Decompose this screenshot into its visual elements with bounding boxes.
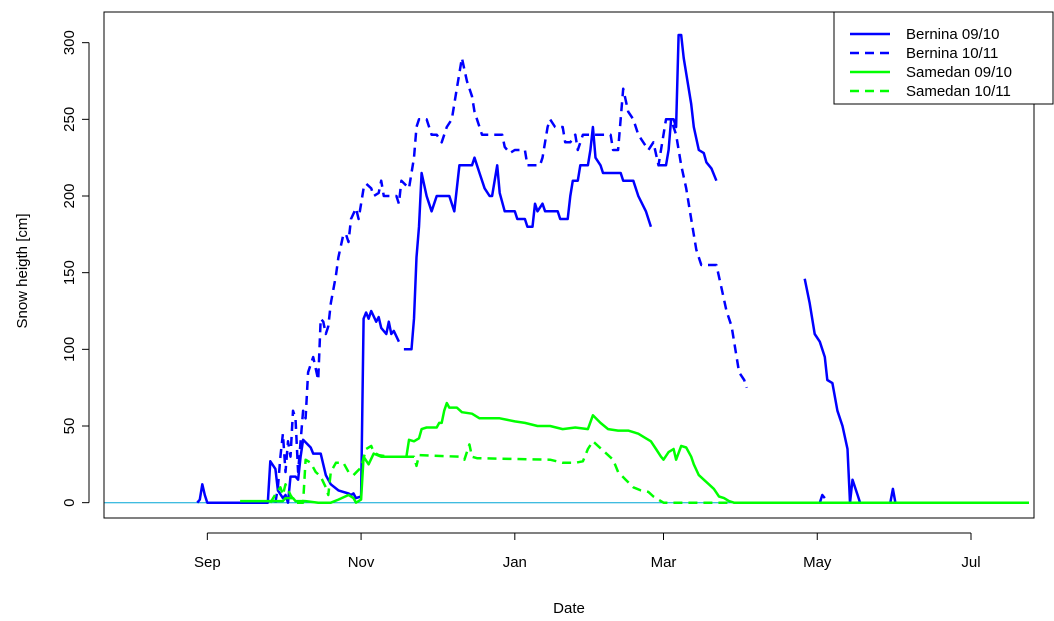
series-line-4-segment-1	[269, 440, 1029, 504]
series-line-1-segment-1	[196, 309, 401, 504]
x-tick-label: Mar	[651, 554, 677, 571]
y-axis: 0 50 100 150 200 250 300	[61, 30, 90, 507]
legend-box	[833, 11, 1054, 105]
series-line-3-segment-1	[240, 401, 1029, 504]
legend-label: Bernina 10/11	[906, 45, 998, 62]
legend-label: Bernina 09/10	[906, 26, 999, 43]
series-line-1-segment-2	[403, 125, 653, 351]
legend-label: Samedan 10/11	[906, 83, 1011, 100]
legend-label: Samedan 09/10	[906, 64, 1012, 81]
x-axis-title: Date	[553, 600, 585, 617]
y-tick-label: 250	[61, 107, 78, 132]
x-tick-label: Jan	[503, 554, 527, 571]
x-tick-label: Nov	[348, 554, 375, 571]
x-tick-label: May	[803, 554, 832, 571]
x-tick-label: Jul	[961, 554, 980, 571]
y-tick-label: 0	[61, 498, 78, 506]
series-line-1-segment-3	[658, 33, 718, 182]
y-tick-label: 50	[61, 418, 78, 435]
x-axis: Sep Nov Jan Mar May Jul	[194, 532, 981, 571]
legend: Bernina 09/10 Bernina 10/11 Samedan 09/10 S…	[833, 11, 1054, 105]
y-tick-label: 200	[61, 183, 78, 208]
y-axis-title: Snow heigth [cm]	[14, 213, 31, 328]
series-line-2-segment-1	[274, 56, 748, 503]
y-tick-label: 300	[61, 30, 78, 55]
x-tick-label: Sep	[194, 554, 221, 571]
series-line-1-segment-4	[803, 278, 919, 504]
series-layer	[104, 33, 1029, 504]
plot-frame	[103, 11, 1035, 519]
y-tick-label: 100	[61, 337, 78, 362]
y-tick-label: 150	[61, 260, 78, 285]
